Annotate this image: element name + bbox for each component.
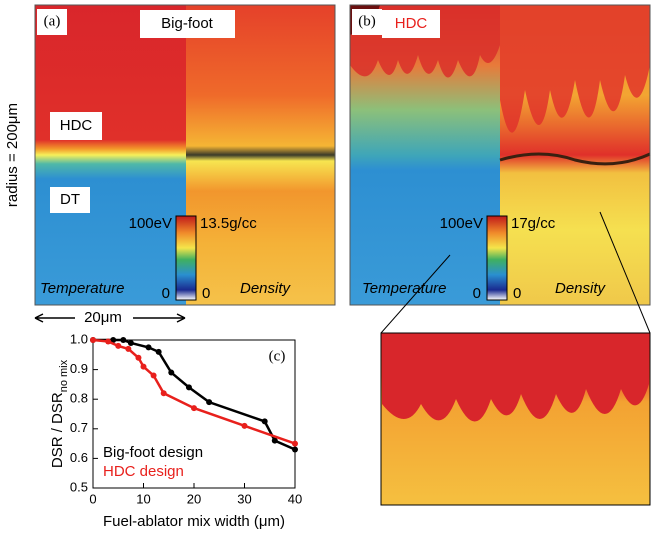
- y-axis-label-main: DSR / DSR: [49, 392, 66, 468]
- x-tick-label: 0: [89, 491, 96, 506]
- label-box: [50, 112, 102, 140]
- data-point: [120, 337, 127, 343]
- label-box: [50, 187, 90, 213]
- chart: (c) Fuel-ablator mix width (μm) DSR / DS…: [49, 331, 302, 530]
- y-tick-label: 0.8: [70, 391, 88, 406]
- frame: [349, 4, 651, 306]
- data-point: [150, 372, 157, 379]
- data-point: [206, 399, 213, 406]
- data-point: [105, 338, 112, 345]
- region-label: HDC: [60, 117, 93, 134]
- caption: Density: [555, 280, 607, 297]
- x-tick-label: 30: [237, 491, 251, 506]
- colorbar-label: 0: [202, 285, 210, 302]
- data-point: [261, 418, 268, 425]
- colorbar-label: 0: [162, 285, 170, 302]
- panel-b: (b) HDC 100eV 17g/cc 0 0 Temperature Den…: [349, 4, 651, 306]
- caption: Density: [240, 280, 292, 297]
- colorbar-label: 0: [473, 285, 481, 302]
- data-point: [292, 446, 298, 453]
- data-point: [160, 390, 167, 397]
- zoom-fingers: [382, 334, 649, 422]
- data-point: [168, 369, 175, 376]
- y-tick-label: 0.6: [70, 450, 88, 465]
- temperature-map: [35, 5, 186, 305]
- caption: Temperature: [40, 280, 125, 297]
- scale-label: radius = 200μm: [4, 103, 21, 207]
- y-tick-label: 0.9: [70, 361, 88, 376]
- zoom-line: [599, 211, 651, 334]
- zoom-line: [380, 254, 451, 334]
- legend-label: HDC design: [103, 463, 184, 480]
- y-axis-label: DSR / DSRno mix: [49, 359, 70, 468]
- panel-title: Big-foot: [161, 15, 214, 32]
- y-tick-label: 1.0: [70, 331, 88, 346]
- data-point: [155, 348, 162, 355]
- colorbar: [486, 215, 508, 301]
- y-tick-label: 0.5: [70, 479, 88, 494]
- legend-label: Big-foot design: [103, 444, 203, 461]
- colorbar-label: 13.5g/cc: [200, 215, 257, 232]
- data-point: [292, 440, 298, 447]
- data-point: [185, 384, 192, 391]
- caption: Temperature: [362, 280, 447, 297]
- data-point: [241, 422, 248, 429]
- frame: [34, 4, 336, 306]
- data-point: [110, 337, 117, 343]
- scale-arrow: [34, 313, 186, 323]
- y-tick-label: 0.7: [70, 420, 88, 435]
- region-label: DT: [60, 191, 80, 208]
- label-box: [37, 9, 67, 35]
- data-point: [115, 342, 122, 349]
- panel-label: (a): [44, 13, 61, 29]
- interface: [499, 152, 651, 166]
- data-point: [145, 344, 152, 351]
- panel-title: HDC: [395, 15, 428, 32]
- colorbar: [175, 215, 197, 301]
- x-axis-label: Fuel-ablator mix width (μm): [103, 513, 285, 530]
- label-box: [262, 343, 292, 369]
- zoom-inset: [380, 211, 651, 506]
- colorbar-label: 100eV: [440, 215, 483, 232]
- title-box: [140, 10, 235, 38]
- data-point: [271, 437, 278, 444]
- label-box: [352, 9, 382, 35]
- colorbar-label: 0: [513, 285, 521, 302]
- colorbar-label: 17g/cc: [511, 215, 556, 232]
- title-box: [382, 10, 440, 38]
- data-point: [135, 354, 142, 361]
- data-point: [140, 363, 147, 370]
- mix-fingers: [500, 5, 650, 133]
- colorbar-label: 100eV: [129, 215, 172, 232]
- data-point: [127, 339, 134, 346]
- data-point: [191, 405, 197, 412]
- panel-label: (c): [269, 348, 286, 364]
- data-point: [125, 345, 132, 352]
- data-point: [90, 337, 96, 343]
- panel-label: (b): [358, 13, 376, 29]
- panel-a: (a) Big-foot HDC DT 100eV 13.5g/cc 0 0 T…: [34, 4, 336, 306]
- x-tick-label: 20: [187, 491, 201, 506]
- x-tick-label: 40: [288, 491, 302, 506]
- y-axis-label-sub: no mix: [58, 359, 70, 392]
- x-tick-label: 10: [136, 491, 150, 506]
- density-map: [186, 5, 335, 305]
- scale-label: 20μm: [84, 309, 122, 326]
